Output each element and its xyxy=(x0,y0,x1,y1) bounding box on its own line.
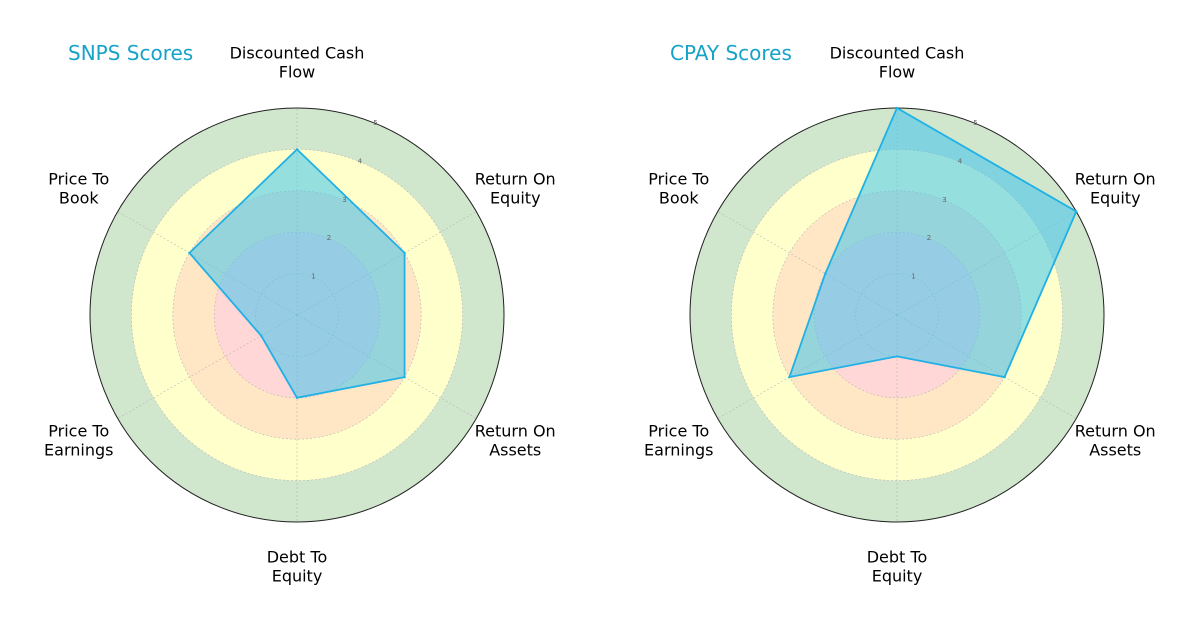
chart2-axis-label-3-line-1: Return On xyxy=(1075,421,1156,440)
chart2-axis-label-4-line-1: Debt To xyxy=(867,547,928,566)
chart1-axis-label-4-line-2: Equity xyxy=(272,566,323,585)
chart2-point-3 xyxy=(1003,375,1006,379)
chart1-axis-label-3-line-2: Assets xyxy=(489,440,541,459)
chart1-point-2 xyxy=(403,251,406,255)
chart1-axis-label-2-line-2: Equity xyxy=(490,188,541,207)
chart1-axis-label-5-line-2: Earnings xyxy=(44,440,113,459)
chart2-axis-label-2-line-2: Equity xyxy=(1090,188,1141,207)
chart1-point-3 xyxy=(403,375,406,379)
chart2-title: CPAY Scores xyxy=(670,41,792,65)
chart1-axis-label-5-line-1: Price To xyxy=(48,421,109,440)
chart2-axis-label-1: Discounted Cash Flow xyxy=(830,43,965,81)
chart1-spoke-3 xyxy=(296,314,477,419)
chart2-axis-label-6-line-1: Price To xyxy=(648,169,709,188)
chart1-axis-label-2: Return On Equity xyxy=(475,169,556,207)
chart2-point-4 xyxy=(895,355,899,358)
chart2-spoke-6 xyxy=(717,211,898,316)
chart2-axis-label-4: Debt To Equity xyxy=(867,547,928,585)
chart1-axis-label-3-line-1: Return On xyxy=(475,421,556,440)
chart1-spoke-6 xyxy=(117,211,298,316)
chart1-axis-label-6: Price To Book xyxy=(48,169,109,207)
chart2-point-1 xyxy=(895,106,899,110)
chart1-axis-label-4-line-1: Debt To xyxy=(267,547,328,566)
chart2-point-6 xyxy=(824,272,827,275)
chart2-axis-label-6-line-2: Book xyxy=(659,188,700,207)
chart1-axis-label-6-line-2: Book xyxy=(59,188,100,207)
chart1-spoke-2 xyxy=(296,211,477,316)
chart1-axis-label-4: Debt To Equity xyxy=(267,547,328,585)
chart1-rtick-2: 2 xyxy=(327,234,331,242)
chart1-rtick-1: 1 xyxy=(311,273,315,281)
chart2-axis-label-5-line-1: Price To xyxy=(648,421,709,440)
chart1-outer-circle xyxy=(89,107,505,523)
chart1-spoke-5 xyxy=(117,314,298,419)
chart2-axis-label-2-line-1: Return On xyxy=(1075,169,1156,188)
chart1-rtick-5: 5 xyxy=(373,119,377,127)
chart2-rtick-4: 4 xyxy=(958,157,963,165)
chart2-axis-label-4-line-2: Equity xyxy=(872,566,923,585)
chart2-point-2 xyxy=(1075,210,1078,213)
chart2-rtick-5: 5 xyxy=(973,119,977,127)
chart2-axis-label-6: Price To Book xyxy=(648,169,709,207)
chart2-axis-label-5-line-2: Earnings xyxy=(644,440,713,459)
chart1-axis-label-3: Return On Assets xyxy=(475,421,556,459)
chart2-rtick-1: 1 xyxy=(911,273,915,281)
chart1-point-4 xyxy=(295,396,299,399)
chart1-title: SNPS Scores xyxy=(68,41,193,65)
chart1-axis-label-5: Price To Earnings xyxy=(44,421,113,459)
chart1-axis-label-6-line-1: Price To xyxy=(48,169,109,188)
chart1-axis-label-2-line-1: Return On xyxy=(475,169,556,188)
chart1-axis-label-1-line-2: Flow xyxy=(279,62,316,81)
chart2-axis-label-1-line-1: Discounted Cash xyxy=(830,43,965,62)
chart1-axis-label-1: Discounted Cash Flow xyxy=(230,43,365,81)
chart1-rtick-3: 3 xyxy=(342,196,346,204)
chart2-point-5 xyxy=(788,375,791,379)
chart2-spoke-3 xyxy=(896,314,1077,419)
chart1-point-1 xyxy=(295,148,299,151)
chart2-axis-label-3-line-2: Assets xyxy=(1089,440,1141,459)
chart1-axis-label-1-line-1: Discounted Cash xyxy=(230,43,365,62)
chart2-axis-label-3: Return On Assets xyxy=(1075,421,1156,459)
chart2-axis-label-2: Return On Equity xyxy=(1075,169,1156,207)
chart1-point-6 xyxy=(188,251,191,255)
chart2-spoke-5 xyxy=(717,314,898,419)
chart1-point-5 xyxy=(259,334,263,337)
chart2-axis-label-5: Price To Earnings xyxy=(644,421,713,459)
chart2-axis-label-1-line-2: Flow xyxy=(879,62,916,81)
chart2-rtick-3: 3 xyxy=(942,196,946,204)
chart2-rtick-2: 2 xyxy=(927,234,931,242)
chart1-rtick-4: 4 xyxy=(358,157,363,165)
